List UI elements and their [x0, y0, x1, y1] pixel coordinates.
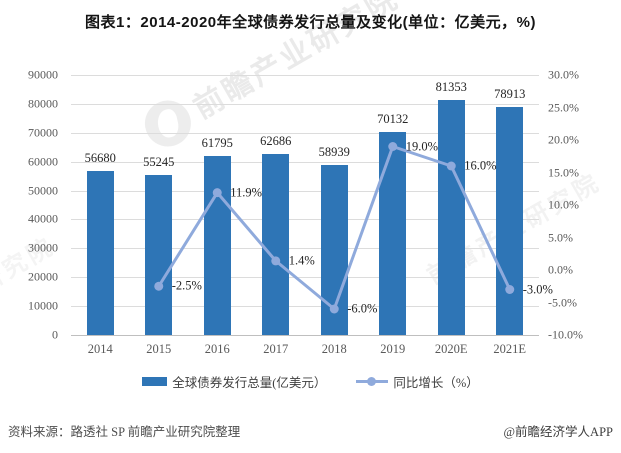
line-value-label: 16.0%	[464, 158, 497, 173]
legend-bar-label: 全球债券发行总量(亿美元）	[172, 375, 327, 390]
x-axis-label: 2015	[146, 342, 172, 356]
x-axis-label: 2014	[87, 342, 113, 356]
bar	[203, 156, 231, 335]
bar	[379, 132, 407, 335]
bar-swatch-icon	[142, 376, 168, 386]
gridline	[71, 132, 539, 134]
bar-value-label: 56680	[84, 151, 116, 166]
legend-line-item: 同比增长（%）	[356, 372, 479, 391]
line-swatch-icon	[356, 376, 389, 387]
bar	[86, 171, 114, 335]
y-axis-tick-left: 50000	[28, 183, 58, 198]
bar	[496, 107, 524, 335]
y-axis-tick-left: 80000	[28, 96, 58, 111]
gridline	[71, 306, 539, 308]
credit-text: @前瞻经济学人APP	[503, 425, 613, 439]
y-axis-tick-right: 5.0%	[548, 230, 573, 244]
y-axis-tick-right: 0.0%	[548, 262, 573, 277]
x-axis-label: 2019	[380, 342, 406, 356]
y-axis-tick-right: 15.0%	[548, 165, 579, 179]
y-axis-tick-right: -5.0%	[548, 295, 577, 309]
y-axis-tick-left: 60000	[28, 154, 58, 169]
bar-value-label: 70132	[377, 112, 409, 127]
line-value-label: 11.9%	[230, 185, 263, 200]
line-value-label: -2.5%	[171, 278, 202, 293]
y-axis-tick-right: 20.0%	[548, 132, 579, 147]
bar-value-label: 62686	[260, 133, 292, 148]
y-axis-tick-left: 10000	[28, 298, 58, 313]
x-axis-label: 2016	[204, 342, 230, 356]
y-axis-tick-left: 20000	[28, 269, 58, 284]
x-axis-label: 2018	[321, 342, 347, 356]
gridline	[71, 248, 539, 250]
chart-legend: 全球债券发行总量(亿美元） 同比增长（%）	[0, 372, 621, 390]
bar-value-label: 78913	[494, 87, 526, 102]
x-axis-label: 2021E	[493, 342, 527, 356]
y-axis-tick-right: 30.0%	[548, 67, 579, 82]
y-axis-tick-right: 10.0%	[548, 197, 579, 212]
x-axis-line	[71, 335, 539, 336]
gridline	[71, 75, 539, 76]
gridline	[71, 277, 539, 279]
legend-bar-item: 全球债券发行总量(亿美元）	[142, 372, 326, 391]
bar	[262, 153, 290, 335]
chart-title: 图表1：2014-2020年全球债券发行总量及变化(单位：亿美元，%)	[85, 14, 536, 31]
line-value-label: 1.4%	[288, 253, 315, 268]
bar	[320, 164, 348, 335]
line-value-label: -3.0%	[522, 282, 553, 296]
bar-value-label: 81353	[435, 79, 467, 94]
y-axis-tick-right: -10.0%	[548, 327, 583, 342]
gridline	[71, 103, 539, 105]
legend-line-label: 同比增长（%）	[393, 375, 479, 390]
y-axis-tick-right: 25.0%	[548, 100, 579, 114]
gridline	[71, 190, 539, 192]
line-value-label: 19.0%	[405, 139, 439, 153]
bar-value-label: 55245	[143, 155, 175, 170]
bar-value-label: 61795	[201, 136, 233, 151]
bar-value-label: 58939	[318, 144, 350, 159]
y-axis-tick-left: 70000	[28, 125, 58, 140]
y-axis-tick-left: 90000	[28, 67, 58, 82]
footer: 资料来源：路透社 SP 前瞻产业研究院整理 @前瞻经济学人APP	[8, 421, 613, 440]
y-axis-tick-left: 40000	[28, 211, 58, 226]
x-axis-label: 2017	[263, 342, 289, 356]
bar	[145, 175, 173, 335]
y-axis-tick-left: 0	[52, 327, 58, 342]
y-axis-tick-left: 30000	[28, 240, 58, 255]
gridline	[71, 219, 539, 221]
bar	[437, 99, 465, 335]
x-axis-label: 2020E	[434, 342, 468, 356]
source-text: 资料来源：路透社 SP 前瞻产业研究院整理	[8, 425, 241, 439]
line-value-label: -6.0%	[347, 301, 378, 316]
